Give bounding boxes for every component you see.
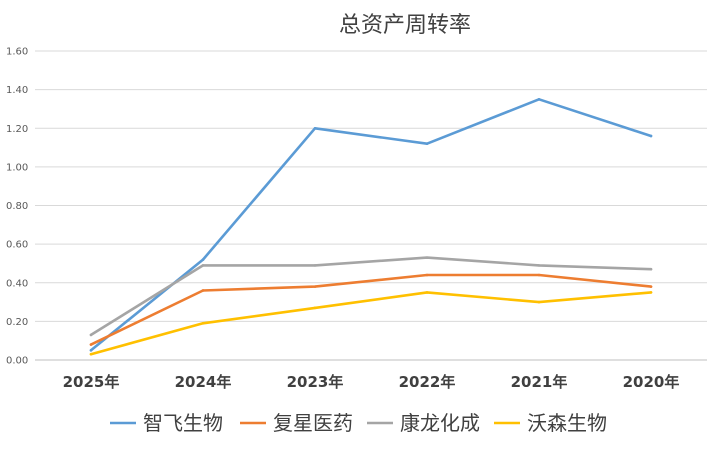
- legend-item: 康龙化成: [367, 411, 480, 435]
- data-point: [89, 343, 93, 346]
- series-lines: [89, 97, 653, 356]
- data-point: [649, 134, 653, 138]
- legend: 智飞生物 复星医药 康龙化成 沃森生物: [110, 411, 607, 435]
- data-point: [201, 258, 205, 261]
- y-tick-label: 1.20: [6, 124, 28, 135]
- grid: [35, 50, 707, 361]
- data-point: [537, 300, 541, 304]
- series-line-2: [89, 273, 653, 346]
- data-point: [537, 97, 541, 101]
- y-tick-label: 0.60: [6, 240, 28, 251]
- legend-item: 智飞生物: [110, 411, 223, 435]
- data-point: [425, 142, 429, 145]
- y-tick-label: 0.00: [6, 356, 28, 367]
- data-point: [425, 291, 429, 294]
- y-tick-label: 1.00: [6, 162, 28, 173]
- x-tick-label: 2024年: [175, 373, 232, 391]
- y-tick-label: 1.40: [6, 85, 28, 96]
- data-point: [313, 264, 317, 267]
- x-axis-ticks: 2025年 2024年 2023年 2022年 2021年 2020年: [63, 373, 680, 391]
- data-point: [89, 352, 93, 356]
- x-tick-label: 2020年: [623, 373, 680, 391]
- x-tick-label: 2022年: [399, 373, 456, 391]
- legend-label: 智飞生物: [143, 411, 223, 435]
- data-point: [425, 273, 429, 277]
- chart-title: 总资产周转率: [339, 13, 471, 38]
- data-point: [313, 306, 317, 310]
- legend-label: 复星医药: [273, 411, 353, 435]
- data-point: [313, 285, 317, 288]
- data-point: [201, 264, 205, 267]
- y-tick-label: 0.80: [6, 201, 28, 212]
- y-tick-label: 0.20: [6, 317, 28, 328]
- x-tick-label: 2021年: [511, 373, 568, 391]
- x-tick-label: 2025年: [63, 373, 120, 391]
- data-point: [537, 273, 541, 277]
- y-axis-ticks: 0.00 0.20 0.40 0.60 0.80 1.00 1.20 1.40 1.60: [6, 47, 28, 367]
- data-point: [425, 256, 429, 259]
- legend-item: 复星医药: [240, 411, 353, 435]
- data-point: [201, 322, 205, 325]
- legend-label: 康龙化成: [400, 411, 480, 435]
- data-point: [649, 285, 653, 288]
- y-tick-label: 1.60: [6, 47, 28, 58]
- x-tick-label: 2023年: [287, 373, 344, 391]
- legend-item: 沃森生物: [494, 411, 607, 435]
- data-point: [537, 264, 541, 267]
- data-point: [313, 126, 317, 130]
- data-point: [89, 349, 93, 352]
- data-point: [201, 289, 205, 292]
- y-tick-label: 0.40: [6, 278, 28, 289]
- data-point: [649, 267, 653, 271]
- legend-label: 沃森生物: [527, 411, 607, 435]
- series-line-4: [89, 291, 653, 356]
- data-point: [89, 333, 93, 337]
- series-line-1: [89, 98, 653, 352]
- data-point: [649, 291, 653, 294]
- series-line-3: [89, 256, 653, 337]
